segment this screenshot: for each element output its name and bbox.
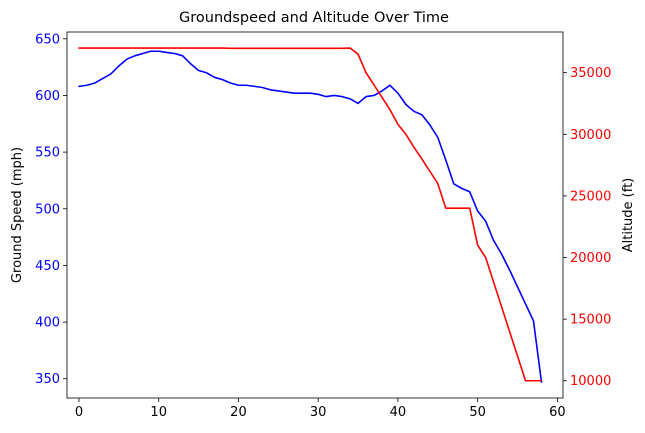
left-y-axis-title: Ground Speed (mph)	[10, 147, 25, 283]
chart-title: Groundspeed and Altitude Over Time	[179, 10, 449, 26]
right-y-tick-label: 10000	[570, 374, 611, 389]
x-tick-label: 60	[549, 405, 566, 420]
right-y-tick-label: 35000	[570, 66, 611, 81]
left-y-tick-label: 350	[35, 372, 60, 387]
right-y-axis-ticks: 10000 15000 20000 25000 30000 35000	[563, 66, 611, 389]
left-y-tick-label: 550	[35, 146, 60, 161]
groundspeed-series-line	[78, 50, 543, 383]
left-y-tick-label: 450	[35, 259, 60, 274]
right-y-axis-title: Altitude (ft)	[621, 178, 636, 253]
x-axis-ticks: 0 10 20 30 40 50 60	[75, 398, 566, 420]
left-y-tick-label: 400	[35, 316, 60, 331]
right-y-tick-label: 20000	[570, 251, 611, 266]
x-tick-label: 50	[469, 405, 486, 420]
right-y-tick-label: 25000	[570, 189, 611, 204]
left-y-tick-label: 500	[35, 202, 60, 217]
x-tick-label: 10	[150, 405, 167, 420]
x-tick-label: 0	[75, 405, 83, 420]
left-y-axis-ticks: 350 400 450 500 550 600 650	[35, 32, 67, 387]
x-tick-label: 20	[230, 405, 247, 420]
x-tick-label: 40	[390, 405, 407, 420]
right-y-tick-label: 15000	[570, 313, 611, 328]
left-y-tick-label: 600	[35, 89, 60, 104]
right-y-tick-label: 30000	[570, 128, 611, 143]
left-y-tick-label: 650	[35, 32, 60, 47]
altitude-series-line	[78, 47, 543, 382]
x-tick-label: 30	[310, 405, 327, 420]
series-layer	[78, 47, 543, 383]
plot-frame	[66, 31, 564, 399]
